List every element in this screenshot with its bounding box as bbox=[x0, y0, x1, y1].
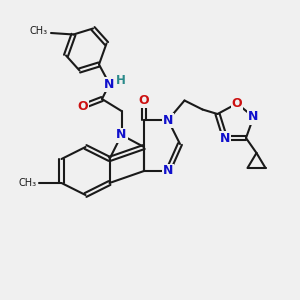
Text: CH₃: CH₃ bbox=[19, 178, 37, 188]
Text: N: N bbox=[104, 77, 115, 91]
Text: O: O bbox=[139, 94, 149, 107]
Text: N: N bbox=[220, 131, 230, 145]
Text: O: O bbox=[77, 100, 88, 113]
Text: O: O bbox=[232, 97, 242, 110]
Text: H: H bbox=[116, 74, 126, 88]
Text: N: N bbox=[248, 110, 259, 124]
Text: CH₃: CH₃ bbox=[30, 26, 48, 37]
Text: N: N bbox=[163, 113, 173, 127]
Text: N: N bbox=[116, 128, 127, 142]
Text: N: N bbox=[163, 164, 173, 178]
